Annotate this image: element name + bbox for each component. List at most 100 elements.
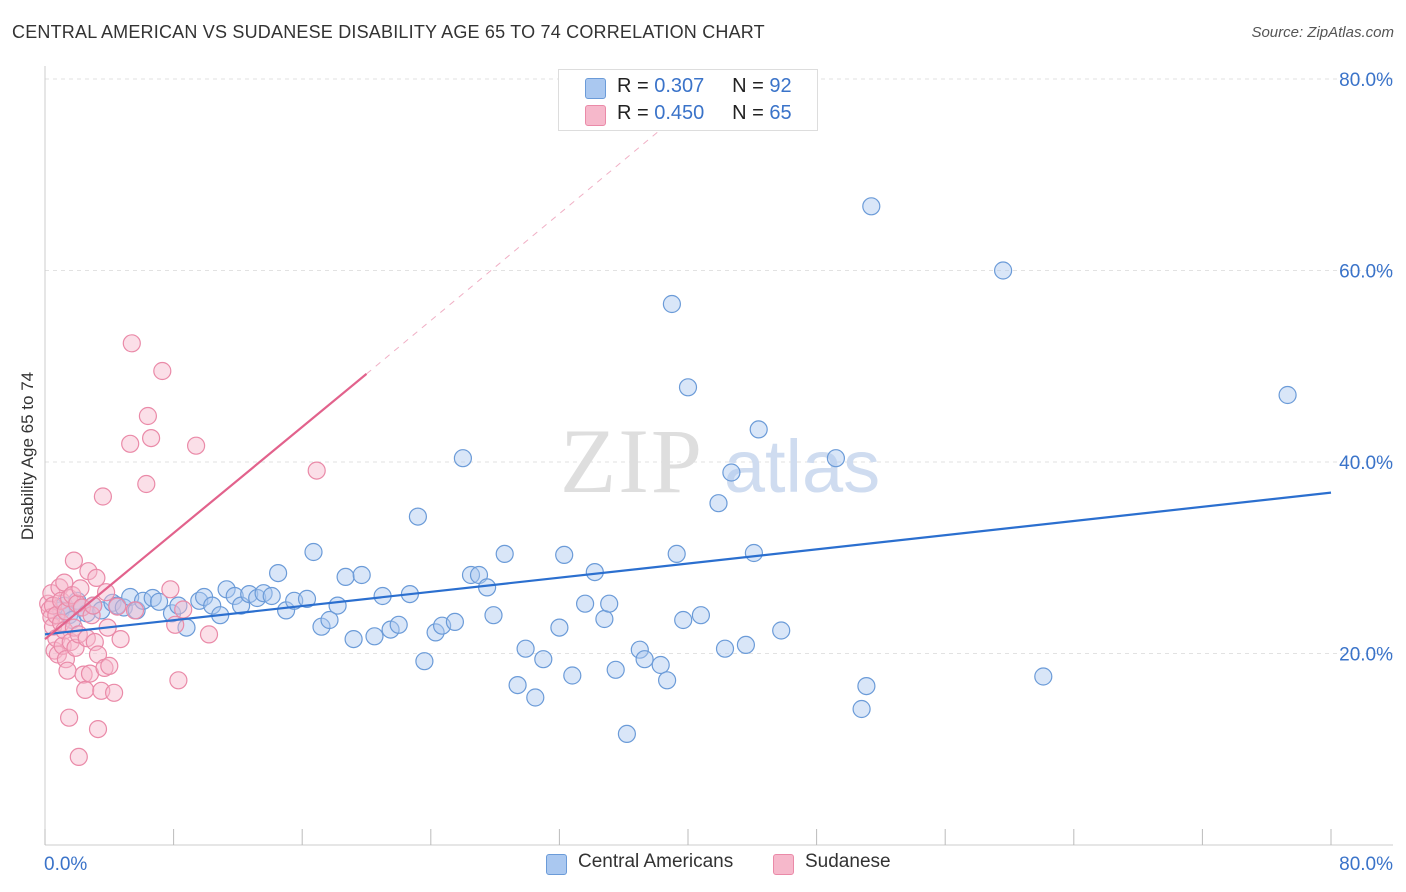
data-point xyxy=(328,596,347,615)
data-point xyxy=(59,708,79,727)
watermark-zip: ZIP xyxy=(560,410,704,512)
x-tick-label: 80.0% xyxy=(1339,854,1393,875)
data-point xyxy=(352,565,371,585)
data-point xyxy=(336,567,355,587)
data-point xyxy=(1278,385,1297,405)
data-point xyxy=(749,420,768,439)
x-tick-label: 0.0% xyxy=(44,854,87,875)
bottom-legend-swatch-blue xyxy=(546,854,567,875)
series-central-americans xyxy=(51,197,1297,744)
data-point xyxy=(64,551,84,570)
data-point xyxy=(408,507,427,526)
data-point xyxy=(744,543,764,563)
data-point xyxy=(600,594,619,613)
data-point xyxy=(575,594,595,613)
data-point xyxy=(495,544,514,564)
tick-labels: 20.0% 40.0% 60.0% 80.0% 0.0% 80.0% xyxy=(44,70,1393,875)
data-point xyxy=(153,361,172,381)
legend-swatch-pink xyxy=(585,105,606,126)
legend-n-value: 92 xyxy=(769,75,792,97)
data-point xyxy=(58,661,77,680)
watermark: ZIP atlas xyxy=(560,410,880,512)
data-point xyxy=(96,583,116,602)
trend-line-extension xyxy=(366,126,665,375)
data-point xyxy=(320,610,339,630)
data-point xyxy=(111,629,130,649)
data-point xyxy=(307,461,326,480)
data-point xyxy=(122,334,141,353)
data-point xyxy=(389,615,408,634)
data-point xyxy=(857,676,876,696)
series-sudanese xyxy=(39,334,326,767)
data-point xyxy=(169,671,188,690)
data-point xyxy=(1034,667,1053,686)
bottom-legend-label: Central Americans xyxy=(578,851,734,872)
trend-lines xyxy=(44,126,1332,640)
data-point xyxy=(630,640,649,659)
data-point xyxy=(138,406,157,426)
data-point xyxy=(555,545,574,565)
data-point xyxy=(297,589,317,609)
data-point xyxy=(534,650,553,669)
y-tick-label: 20.0% xyxy=(1339,645,1393,666)
data-point xyxy=(142,429,161,448)
data-point xyxy=(595,609,614,629)
chart-title: CENTRAL AMERICAN VS SUDANESE DISABILITY … xyxy=(12,22,765,42)
data-point xyxy=(674,610,693,630)
data-point xyxy=(667,544,686,564)
y-tick-label: 60.0% xyxy=(1339,262,1393,283)
data-point xyxy=(478,578,497,597)
data-point xyxy=(722,463,741,482)
data-point xyxy=(563,666,582,685)
data-point xyxy=(137,474,156,494)
data-point xyxy=(736,635,756,655)
legend-r-label: R = xyxy=(617,75,649,97)
bottom-legend-swatch-pink xyxy=(773,854,794,875)
data-point xyxy=(606,660,625,679)
grid-lines xyxy=(45,78,1393,654)
data-point xyxy=(651,655,670,675)
data-point xyxy=(678,378,698,397)
data-point xyxy=(617,724,637,744)
data-point xyxy=(484,606,503,625)
y-tick-label: 80.0% xyxy=(1339,70,1393,91)
data-point xyxy=(657,671,677,690)
data-point xyxy=(69,747,88,767)
legend-r-value: 0.307 xyxy=(654,75,705,97)
data-point xyxy=(93,487,113,506)
trend-line xyxy=(44,491,1332,636)
data-point xyxy=(691,606,711,625)
data-point xyxy=(508,675,527,695)
legend-r-label: R = xyxy=(617,102,649,124)
data-point xyxy=(71,579,90,598)
data-point xyxy=(852,699,871,719)
data-point xyxy=(100,656,119,676)
data-point xyxy=(187,436,206,455)
data-point xyxy=(445,612,464,632)
data-point xyxy=(150,592,169,611)
data-point xyxy=(87,568,106,588)
data-point xyxy=(709,494,728,513)
data-point xyxy=(174,600,193,619)
data-point xyxy=(715,639,735,658)
data-point xyxy=(225,586,244,606)
data-point xyxy=(104,683,124,702)
y-tick-label: 40.0% xyxy=(1339,453,1393,474)
data-point xyxy=(304,542,323,562)
legend-n-label: N = xyxy=(732,75,764,97)
data-point xyxy=(121,434,140,453)
legend-r-value: 0.450 xyxy=(654,102,705,124)
data-point xyxy=(74,665,93,684)
data-point xyxy=(662,294,682,314)
source-credit: Source: ZipAtlas.com xyxy=(1251,24,1394,41)
data-point xyxy=(88,719,108,739)
data-point xyxy=(993,261,1013,280)
axes xyxy=(44,66,1393,846)
stats-legend: R = 0.307 N = 92 R = 0.450 N = 65 xyxy=(558,69,818,131)
data-point xyxy=(550,618,569,637)
data-point xyxy=(453,449,472,468)
data-point xyxy=(269,563,288,583)
legend-n-value: 65 xyxy=(769,102,792,124)
data-point xyxy=(125,601,145,620)
